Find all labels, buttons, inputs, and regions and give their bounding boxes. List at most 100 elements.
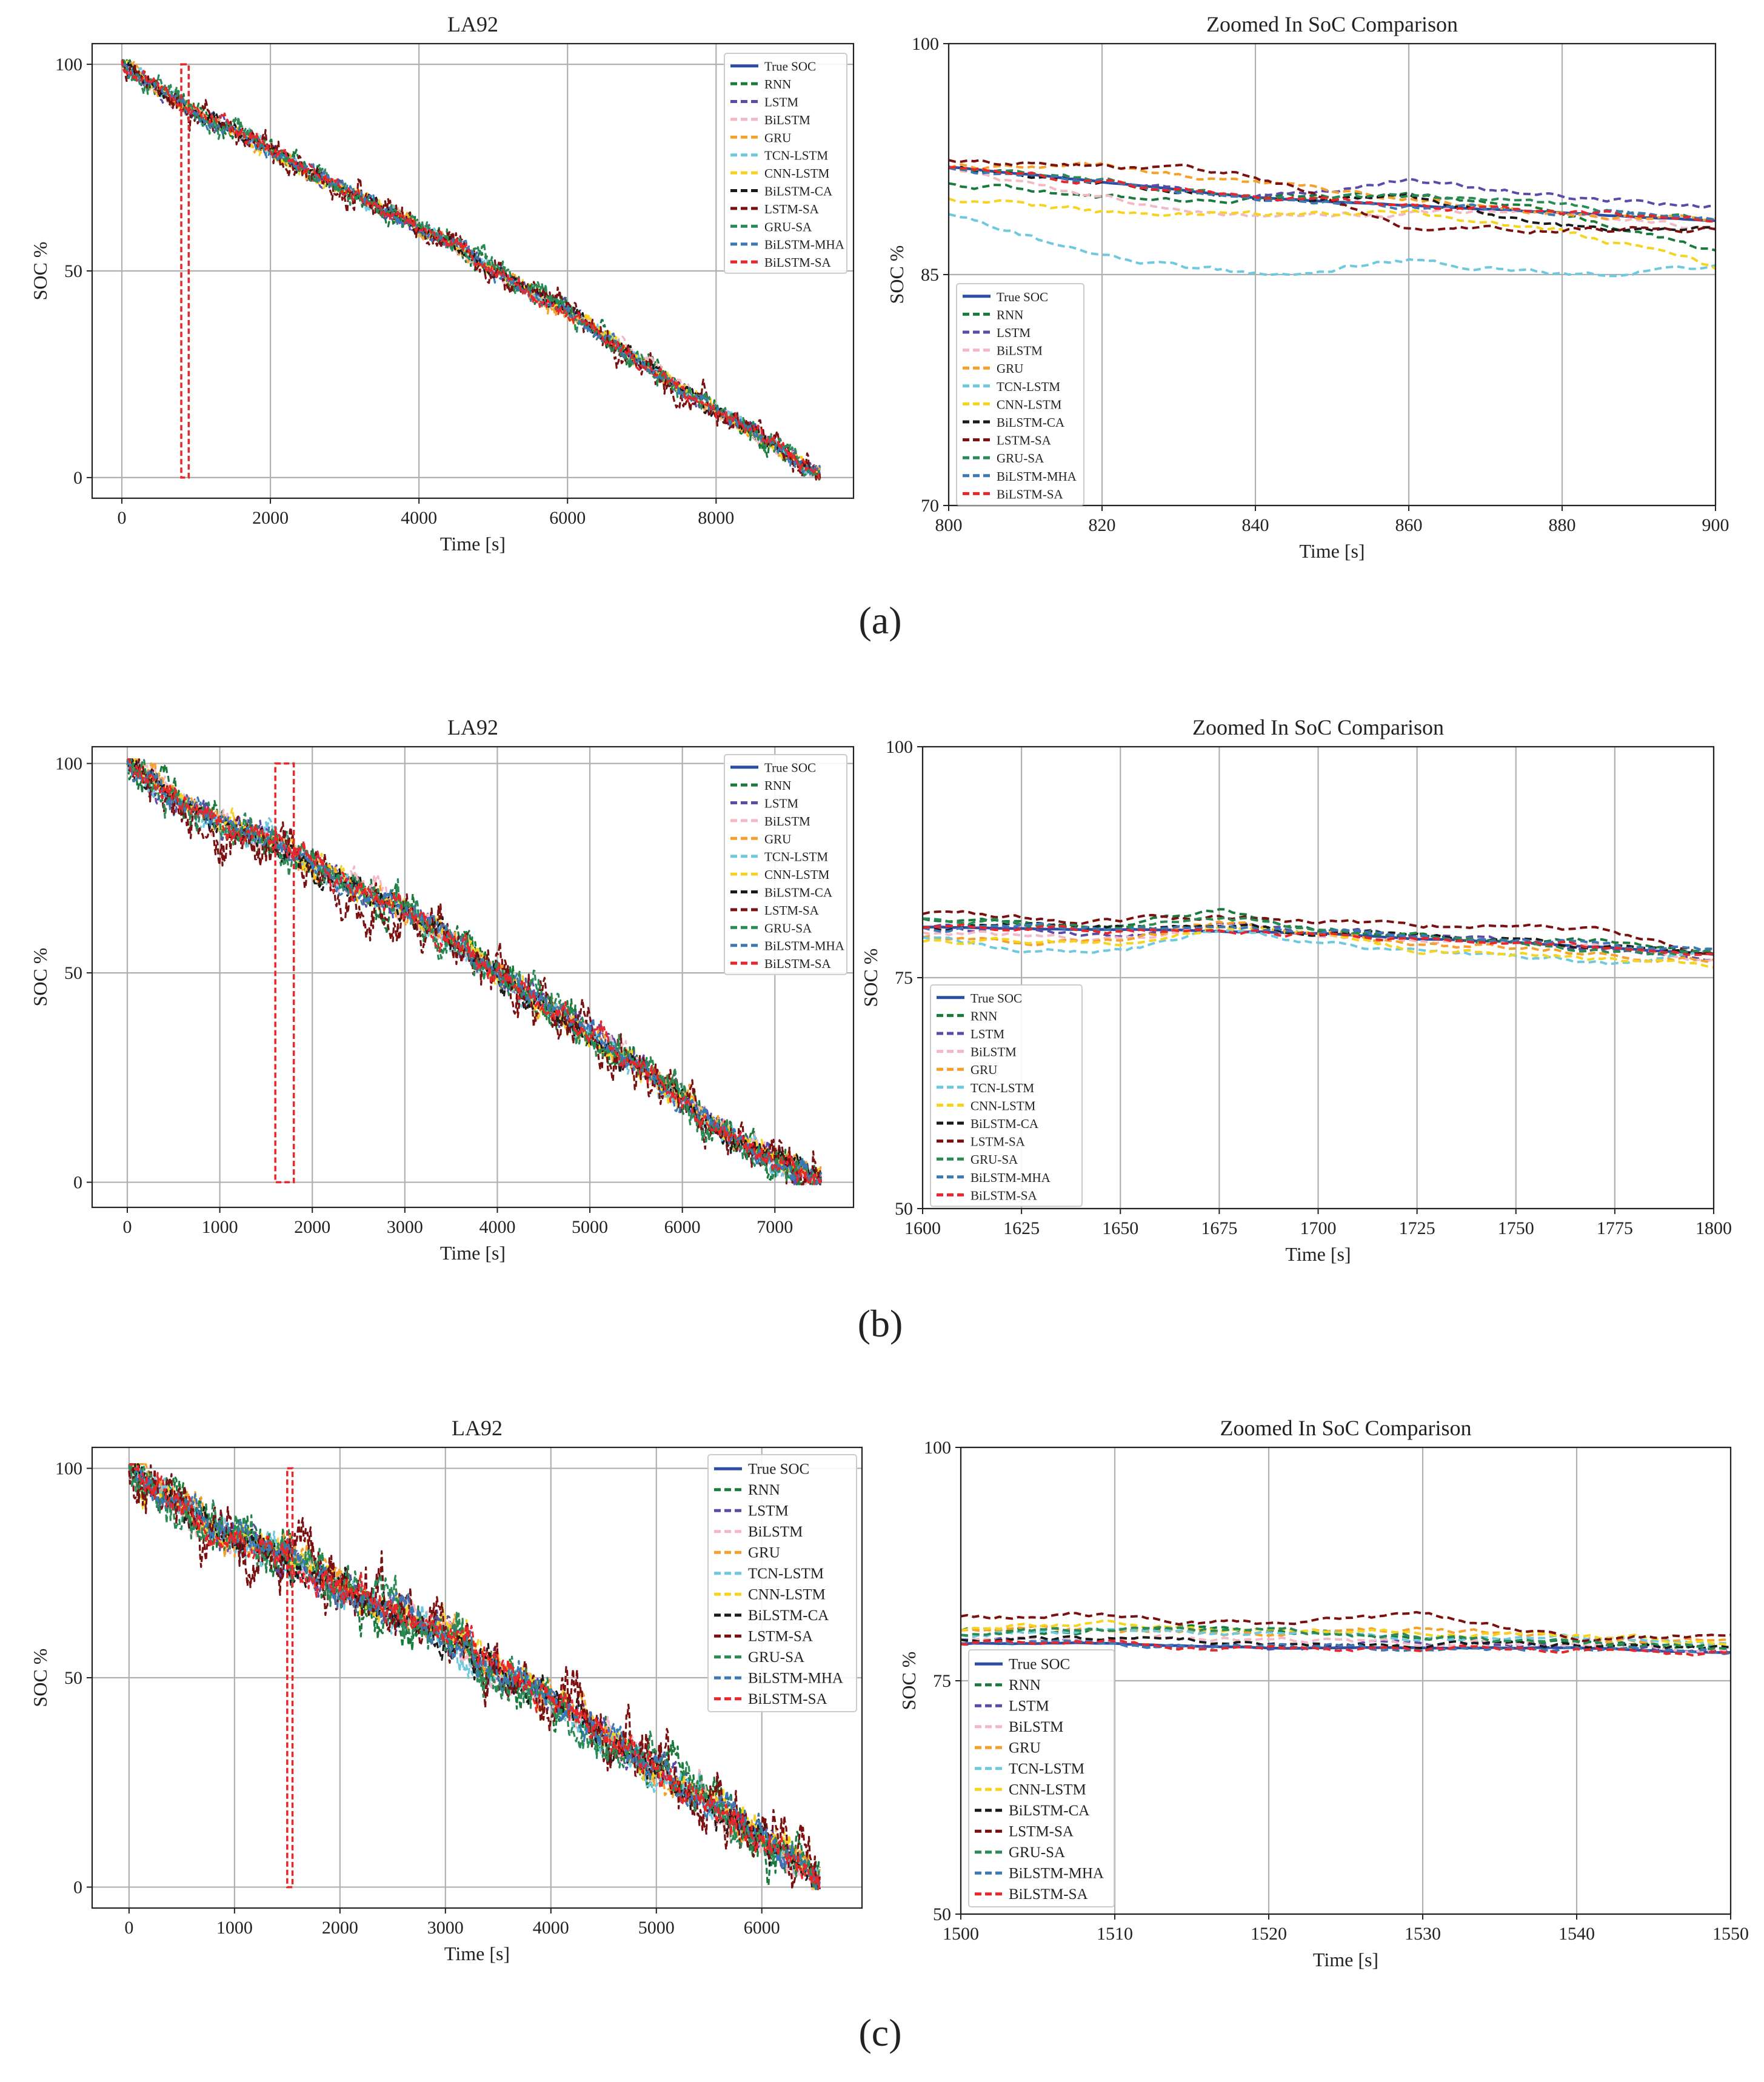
legend-label: BiLSTM-MHA [997,469,1077,484]
zoom-region-marker [286,1467,294,1889]
x-tick-label: 2000 [252,508,289,528]
y-tick-label: 100 [55,55,82,75]
legend-label: GRU-SA [764,219,812,234]
series-group [128,1463,821,1890]
legend-frame [956,283,1084,506]
series-line-lstm [923,922,1714,962]
x-tick-label: 4000 [401,508,437,528]
legend-label: BiLSTM [764,814,810,829]
zoom-plot-0: 800 820 840 860 880 900 70 85 100 Zoomed In SoC C… [886,12,1729,562]
legend-label: GRU [764,832,791,846]
y-tick-label: 75 [895,968,913,988]
y-tick-label: 50 [64,1668,82,1688]
x-tick-label: 1800 [1696,1218,1732,1238]
x-tick-label: 4000 [533,1918,569,1938]
x-tick-label: 820 [1089,515,1116,535]
x-tick-label: 8000 [698,508,734,528]
plot-title: LA92 [447,12,498,36]
x-tick-label: 7000 [757,1217,793,1237]
full-plot-2: 0 1000 2000 3000 4000 5000 6000 0 50 100 LA92 Time … [29,1416,863,1964]
legend-frame [707,1454,857,1712]
legend-label: BiLSTM-CA [764,886,833,900]
legend-label: LSTM [748,1503,789,1519]
legend-label: LSTM-SA [997,433,1052,448]
series-line-cnn-lstm [949,197,1716,270]
x-tick-label: 5000 [572,1217,608,1237]
legend-label: RNN [997,307,1023,322]
series-group [121,59,821,481]
series-line-cnn-lstm [923,926,1714,969]
legend-label: TCN-LSTM [1009,1761,1084,1777]
series-line-bilstm-mha [128,1463,821,1890]
legend-label: True SOC [748,1461,809,1477]
legend-label: BiLSTM-MHA [748,1670,843,1686]
series-group [961,1610,1731,1657]
legend: True SOC RNN LSTM BiLSTM GRU TCN-LSTM CNN-LSTM… [724,53,847,274]
legend-label: BiLSTM-MHA [764,238,845,252]
legend-label: LSTM-SA [764,903,820,918]
x-tick-label: 800 [935,515,963,535]
legend: True SOC RNN LSTM BiLSTM GRU TCN-LSTM CNN-LSTM… [956,283,1084,506]
plot-title: Zoomed In SoC Comparison [1220,1416,1472,1440]
full-plot-0: 0 2000 4000 6000 8000 0 50 100 LA92 Time [s] SOC %… [29,12,855,555]
x-tick-label: 1750 [1498,1218,1534,1238]
legend-label: CNN-LSTM [764,166,830,181]
legend-label: BiLSTM-SA [764,956,832,971]
legend-label: BiLSTM-SA [748,1691,827,1707]
x-axis-label: Time [s] [444,1943,510,1964]
y-tick-label: 100 [886,737,913,757]
legend-label: LSTM [971,1027,1004,1041]
x-tick-label: 0 [124,1918,133,1938]
legend-label: LSTM [764,796,798,811]
legend-label: GRU-SA [997,451,1044,465]
series-line-lstm-sa [961,1610,1731,1643]
y-axis-label: SOC % [29,1649,51,1707]
y-tick-label: 85 [921,265,939,285]
y-axis-label: SOC % [886,245,907,304]
x-tick-label: 900 [1702,515,1729,535]
y-tick-label: 70 [921,496,939,516]
legend-label: CNN-LSTM [971,1098,1036,1113]
legend-label: BiLSTM-MHA [764,939,845,953]
legend-label: GRU [764,130,791,145]
x-tick-label: 3000 [387,1217,423,1237]
legend-label: True SOC [997,290,1048,304]
x-axis-label: Time [s] [1299,540,1365,562]
axes-frame [921,746,1715,1210]
y-axis-label: SOC % [860,949,881,1007]
legend-frame [724,53,847,274]
y-axis-label: SOC % [29,242,51,301]
legend-label: BiLSTM-CA [764,184,833,199]
legend-label: True SOC [1009,1656,1070,1672]
series-line-bilstm-mha [126,759,823,1185]
legend-label: TCN-LSTM [971,1081,1034,1095]
legend-label: GRU [997,361,1023,376]
legend-label: GRU [971,1063,997,1077]
legend: True SOC RNN LSTM BiLSTM GRU TCN-LSTM CNN-LSTM… [930,984,1083,1207]
series-line-bilstm-mha [121,62,821,475]
x-tick-label: 1530 [1405,1924,1441,1944]
x-tick-label: 1625 [1003,1218,1040,1238]
x-tick-label: 880 [1549,515,1576,535]
legend-label: TCN-LSTM [997,379,1060,394]
x-tick-label: 1725 [1399,1218,1435,1238]
series-line-gru-sa [121,59,821,478]
legend-label: GRU-SA [971,1152,1018,1167]
series-line-gru-sa [961,1626,1731,1650]
plot-title: LA92 [452,1416,503,1440]
legend-label: GRU-SA [1009,1844,1065,1861]
y-tick-label: 50 [895,1199,913,1219]
x-tick-label: 6000 [744,1918,780,1938]
legend-label: BiLSTM [1009,1719,1063,1735]
x-tick-label: 2000 [294,1217,330,1237]
series-line-bilstm [949,167,1716,230]
legend-label: BiLSTM-SA [997,487,1064,501]
legend: True SOC RNN LSTM BiLSTM GRU TCN-LSTM CNN-LSTM… [968,1649,1115,1907]
x-tick-label: 0 [118,508,127,528]
x-tick-label: 3000 [427,1918,464,1938]
legend-label: BiLSTM-MHA [971,1170,1051,1185]
legend-frame [968,1649,1115,1907]
legend: True SOC RNN LSTM BiLSTM GRU TCN-LSTM CNN-LSTM… [724,754,847,975]
legend-label: BiLSTM-SA [971,1188,1038,1203]
legend-label: BiLSTM [997,344,1043,358]
